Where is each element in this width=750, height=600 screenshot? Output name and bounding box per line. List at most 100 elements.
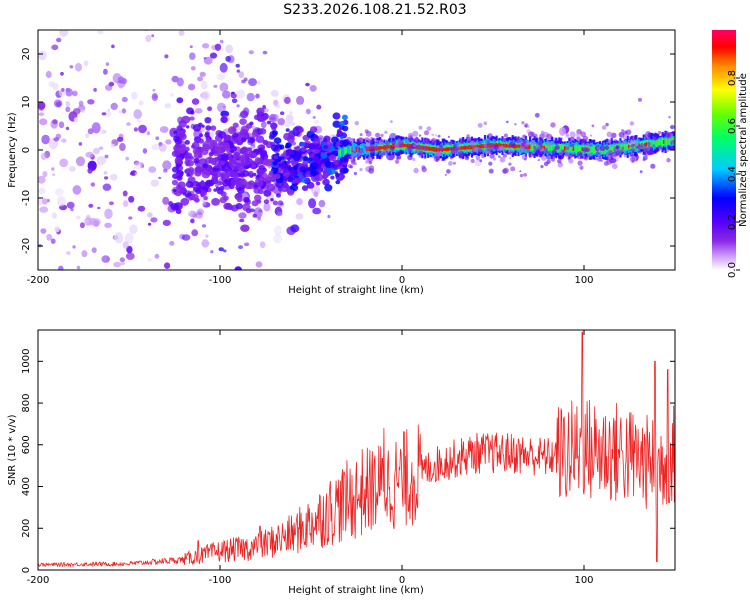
spectrogram-blob [269, 116, 275, 121]
spectrogram-ridge [466, 146, 469, 150]
spectrogram-blob [657, 131, 662, 135]
spectrogram-ridge [481, 144, 484, 149]
spectrogram-blob [350, 147, 354, 152]
spectrogram-blob [246, 92, 255, 102]
spectrogram-blob [252, 213, 258, 218]
spectrogram-blob [103, 68, 108, 75]
spectrogram-blob [315, 171, 320, 175]
spectrogram-blob [479, 159, 483, 163]
spectrogram-blob [287, 157, 292, 161]
spectrogram-blob [137, 205, 146, 212]
spectrogram-ridge [517, 144, 520, 148]
spectrogram-blob [72, 90, 78, 97]
chart-title: S233.2026.108.21.52.R03 [283, 2, 467, 18]
spectrogram-blob [225, 205, 229, 210]
spectrogram-ridge [488, 144, 491, 148]
spectrogram-blob [173, 130, 178, 135]
spectrogram-ridge [406, 143, 409, 149]
spectrogram-blob [621, 129, 624, 132]
spectrogram-blob [133, 127, 138, 132]
spectrogram-blob [635, 142, 639, 147]
spectrogram-blob [202, 201, 207, 206]
spectrogram-blob [416, 144, 423, 151]
spectrogram-ridge [667, 138, 670, 145]
spectrogram-blob [257, 168, 265, 176]
spectrogram-blob [97, 30, 104, 35]
spectrogram-blob [162, 196, 170, 205]
spectrogram-blob [380, 150, 387, 157]
spectrogram-blob [88, 203, 94, 208]
spectrogram-blob [220, 153, 229, 161]
spectrogram-blob [273, 155, 279, 160]
spectrogram-blob [353, 171, 357, 176]
spectrogram-blob [650, 149, 653, 152]
spectrogram-blob [205, 234, 209, 238]
spectrogram-blob [262, 139, 268, 145]
spectrogram-blob [74, 117, 78, 123]
spectrogram-blob [283, 132, 292, 141]
spectrogram-blob [317, 145, 323, 151]
spectrogram-blob [138, 124, 147, 134]
spectrogram-blob [557, 159, 562, 164]
spectrogram-blob [418, 150, 424, 156]
spectrogram-blob [118, 110, 123, 114]
spectrogram-blob [104, 222, 112, 228]
spectrogram-ridge [482, 143, 485, 149]
spectrogram-blob [85, 151, 94, 158]
spectrogram-blob [104, 154, 109, 159]
spectrogram-blob [272, 130, 278, 136]
spectrogram-blob [371, 156, 375, 160]
colorbar-label: Normalized spectral amplitude [738, 73, 749, 227]
spectrogram-blob [214, 43, 222, 51]
spectrogram-ridge [352, 142, 356, 157]
spectrogram-blob [256, 107, 265, 115]
spectrogram-blob [580, 131, 587, 138]
spectrogram-blob [80, 109, 85, 114]
spectrogram-blob [180, 197, 190, 206]
spectrogram-blob [165, 139, 172, 145]
spectrogram-blob [216, 73, 226, 81]
spectrogram-blob [147, 212, 153, 218]
spectrogram-blob [629, 152, 634, 157]
spectrogram-blob [568, 158, 574, 164]
spectrogram-blob [134, 171, 138, 176]
spectrogram-blob [368, 161, 372, 165]
spectrogram-ridge [527, 144, 530, 149]
spectrogram-blob [247, 183, 255, 190]
spectrogram-blob [252, 172, 257, 177]
spectrogram-ridge [625, 143, 628, 151]
spectrogram-blob [219, 186, 225, 191]
colorbar-tick-label: 0.0 [727, 262, 738, 278]
spectrogram-blob [235, 162, 242, 169]
spectrogram-blob [287, 176, 294, 182]
spectrogram-ridge [645, 142, 648, 147]
spectrogram-y-tick-label: -20 [21, 238, 32, 254]
spectrogram-blob [266, 120, 272, 125]
spectrogram-blob [111, 44, 115, 49]
spectrogram-blob [147, 258, 152, 262]
spectrogram-blob [243, 196, 250, 203]
spectrogram-blob [262, 104, 266, 110]
spectrogram-blob [202, 141, 211, 149]
spectrogram-blob [151, 288, 158, 293]
spectrogram-blob [192, 124, 202, 132]
spectrogram-blob [219, 39, 224, 44]
spectrogram-blob [375, 144, 378, 148]
spectrogram-blob [200, 127, 206, 133]
spectrogram-blob [262, 50, 268, 55]
spectrogram-blob [241, 137, 247, 143]
spectrogram-blob [38, 101, 46, 110]
spectrogram-blob [652, 144, 655, 147]
spectrogram-blob [320, 153, 327, 159]
spectrogram-blob [534, 112, 540, 118]
spectrogram-blob [198, 153, 203, 158]
spectrogram-blob [83, 60, 89, 67]
spectrogram-blob [89, 217, 97, 226]
spectrogram-blob [55, 188, 64, 196]
spectrogram-blob [508, 149, 514, 155]
spectrogram-blob [349, 137, 352, 140]
spectrogram-blob [424, 137, 431, 144]
spectrogram-blob [601, 125, 607, 130]
spectrogram-blob [214, 162, 221, 169]
spectrogram-blob [200, 193, 205, 198]
